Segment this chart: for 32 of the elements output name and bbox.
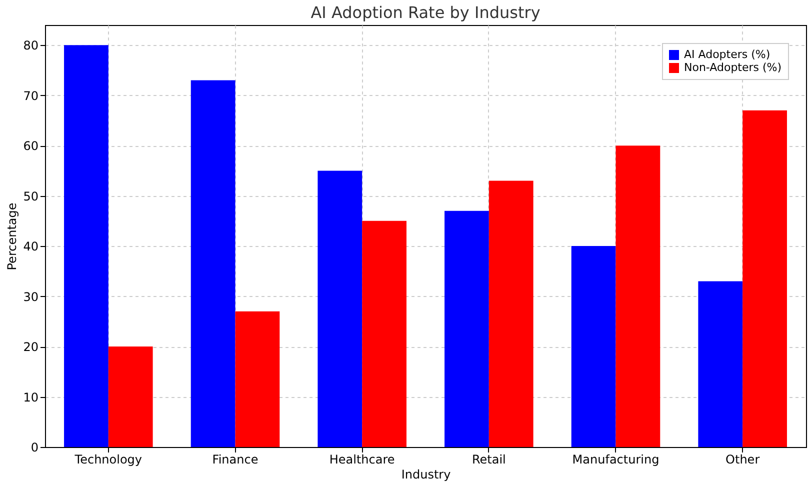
- x-tick-label: Technology: [74, 452, 142, 466]
- bar: [235, 311, 280, 447]
- bar: [318, 170, 362, 447]
- bar: [362, 220, 406, 447]
- x-tick-label: Retail: [472, 452, 506, 466]
- y-tick-label: 30: [23, 290, 38, 304]
- y-tick-label: 70: [23, 88, 38, 103]
- bar: [742, 110, 787, 447]
- bar: [616, 146, 660, 447]
- x-axis-title: Industry: [401, 468, 451, 482]
- x-tick-label: Manufacturing: [572, 452, 660, 466]
- y-tick-label: 50: [23, 189, 38, 204]
- bar: [444, 210, 489, 447]
- bar: [64, 45, 108, 447]
- chart-title: AI Adoption Rate by Industry: [310, 3, 540, 22]
- legend-label: Non-Adopters (%): [684, 61, 782, 74]
- y-tick-label: 10: [23, 390, 38, 404]
- y-tick-label: 60: [23, 139, 38, 154]
- x-tick-label: Finance: [212, 452, 258, 466]
- y-axis-title: Percentage: [5, 202, 20, 270]
- y-tick-label: 40: [23, 240, 38, 254]
- bar: [108, 346, 153, 447]
- x-tick-label: Healthcare: [329, 452, 395, 466]
- y-tick-label: 0: [30, 440, 38, 454]
- y-tick-label: 80: [23, 38, 38, 53]
- bar: [488, 180, 534, 447]
- bar: [698, 281, 743, 447]
- legend-label: AI Adopters (%): [684, 48, 770, 61]
- x-tick-label: Other: [726, 452, 760, 466]
- y-tick-label: 20: [23, 340, 38, 354]
- bar: [571, 246, 616, 447]
- bar: [190, 80, 236, 447]
